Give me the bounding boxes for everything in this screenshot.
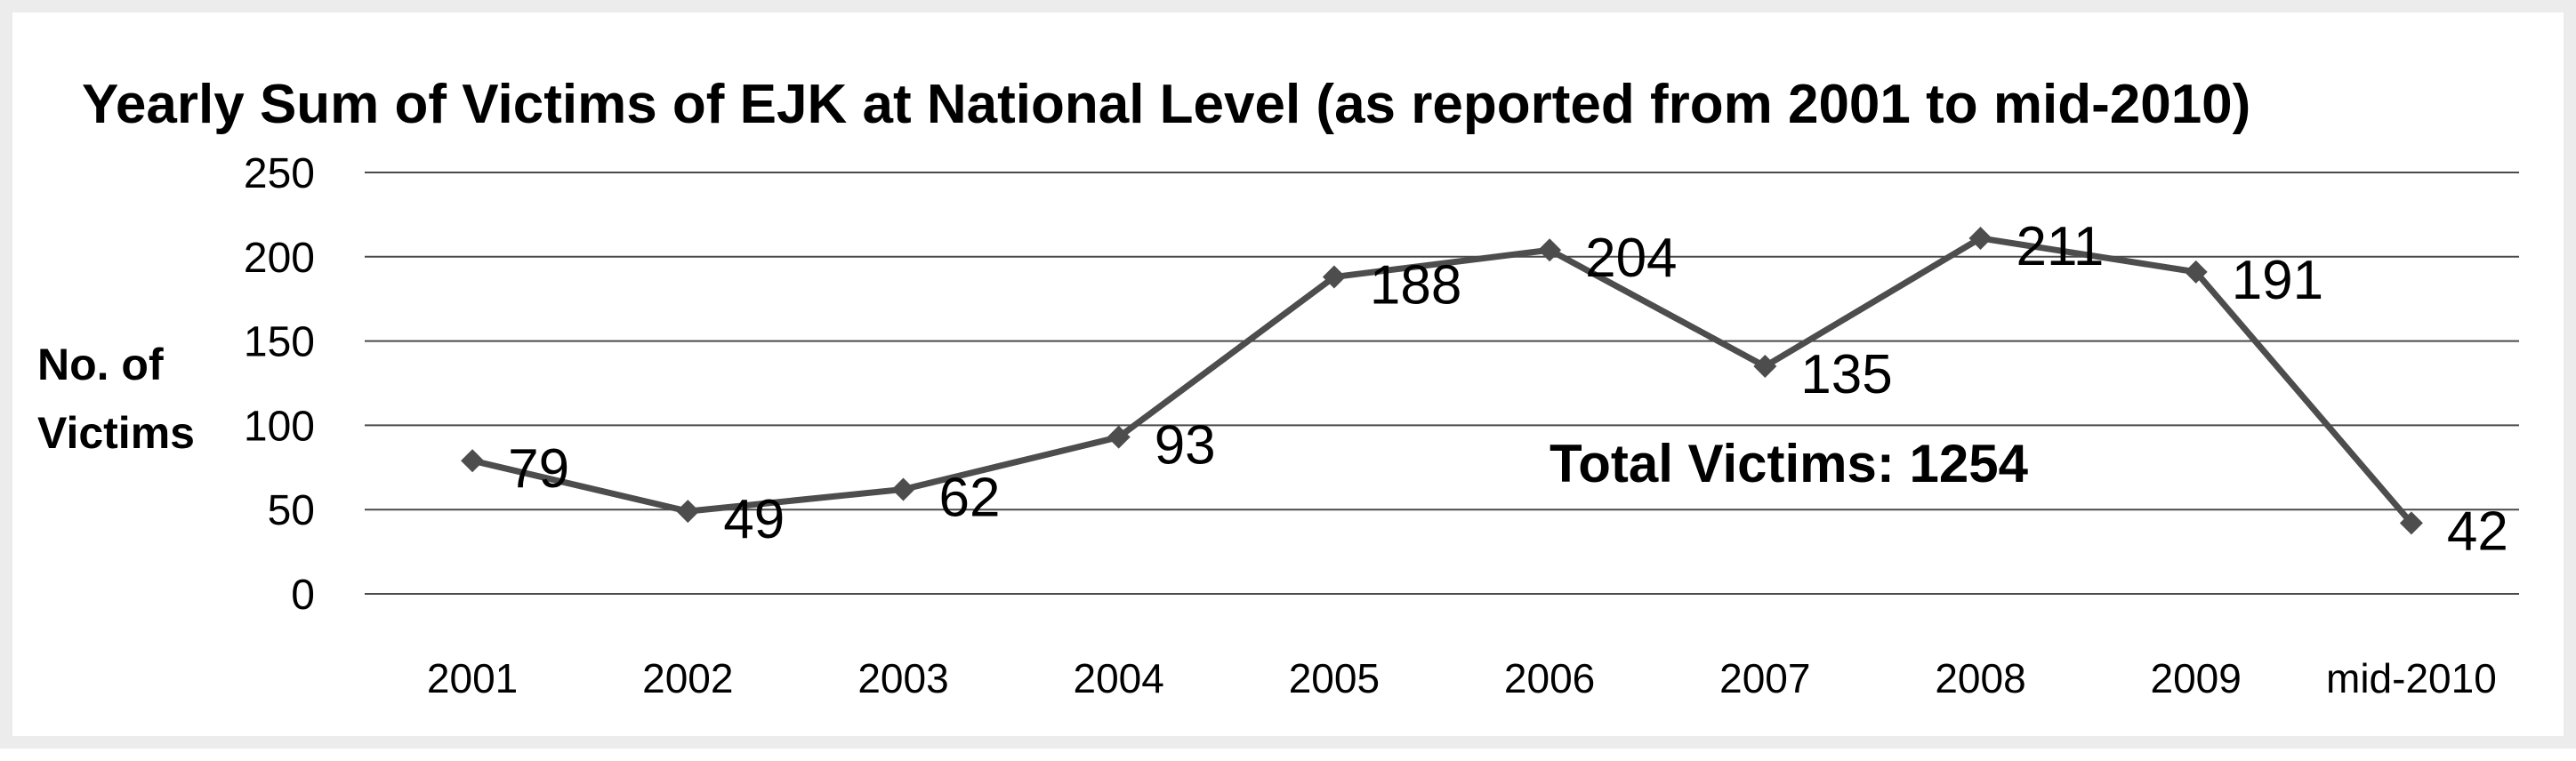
line-chart: Yearly Sum of Victims of EJK at National… — [37, 74, 2519, 701]
data-label: 62 — [939, 467, 1001, 528]
data-labels: 79 49 62 93 188 204 135 211 191 42 — [508, 216, 2508, 562]
y-tick-label: 50 — [268, 487, 315, 534]
x-tick-label: 2007 — [1719, 655, 1810, 701]
x-tick-label: mid-2010 — [2326, 655, 2497, 701]
data-point-marker — [891, 477, 915, 501]
data-label: 191 — [2232, 250, 2323, 311]
data-point-marker — [676, 500, 700, 524]
data-point-marker — [1538, 238, 1562, 262]
y-tick-label: 250 — [244, 150, 315, 197]
y-tick-label: 200 — [244, 235, 315, 282]
y-axis-ticks: 0 50 100 150 200 250 — [244, 150, 315, 619]
data-label: 93 — [1155, 415, 1216, 477]
data-point-marker — [1753, 355, 1777, 379]
x-tick-label: 2008 — [1935, 655, 2025, 701]
x-tick-label: 2005 — [1289, 655, 1380, 701]
data-label: 204 — [1585, 228, 1677, 289]
data-point-marker — [2399, 511, 2423, 535]
y-tick-label: 150 — [244, 319, 315, 366]
x-tick-label: 2003 — [857, 655, 948, 701]
data-label: 188 — [1370, 255, 1461, 316]
chart-title: Yearly Sum of Victims of EJK at National… — [82, 74, 2250, 135]
series-line — [471, 235, 2414, 525]
x-tick-label: 2001 — [427, 655, 518, 701]
data-label: 42 — [2447, 501, 2508, 562]
data-label: 211 — [2017, 216, 2105, 277]
data-point-marker — [2184, 260, 2208, 284]
data-label: 135 — [1800, 344, 1892, 405]
x-tick-label: 2009 — [2151, 655, 2242, 701]
y-axis-label-line-2: Victims — [37, 408, 195, 458]
data-label: 79 — [508, 438, 569, 500]
data-point-marker — [1968, 226, 1992, 250]
data-point-marker — [1107, 425, 1131, 449]
x-tick-label: 2002 — [642, 655, 733, 701]
data-label: 49 — [723, 489, 785, 550]
data-point-marker — [1322, 265, 1346, 289]
y-tick-label: 0 — [291, 572, 315, 619]
data-point-marker — [461, 449, 485, 473]
y-axis-label-line-1: No. of — [37, 340, 164, 389]
gridlines — [365, 172, 2519, 595]
x-tick-label: 2006 — [1504, 655, 1595, 701]
x-tick-label: 2004 — [1074, 655, 1164, 701]
y-tick-label: 100 — [244, 403, 315, 450]
series-victims — [461, 226, 2423, 535]
total-victims-annotation: Total Victims: 1254 — [1550, 434, 2029, 493]
x-axis-ticks: 2001 2002 2003 2004 2005 2006 2007 2008 2009 mid-… — [427, 655, 2497, 701]
